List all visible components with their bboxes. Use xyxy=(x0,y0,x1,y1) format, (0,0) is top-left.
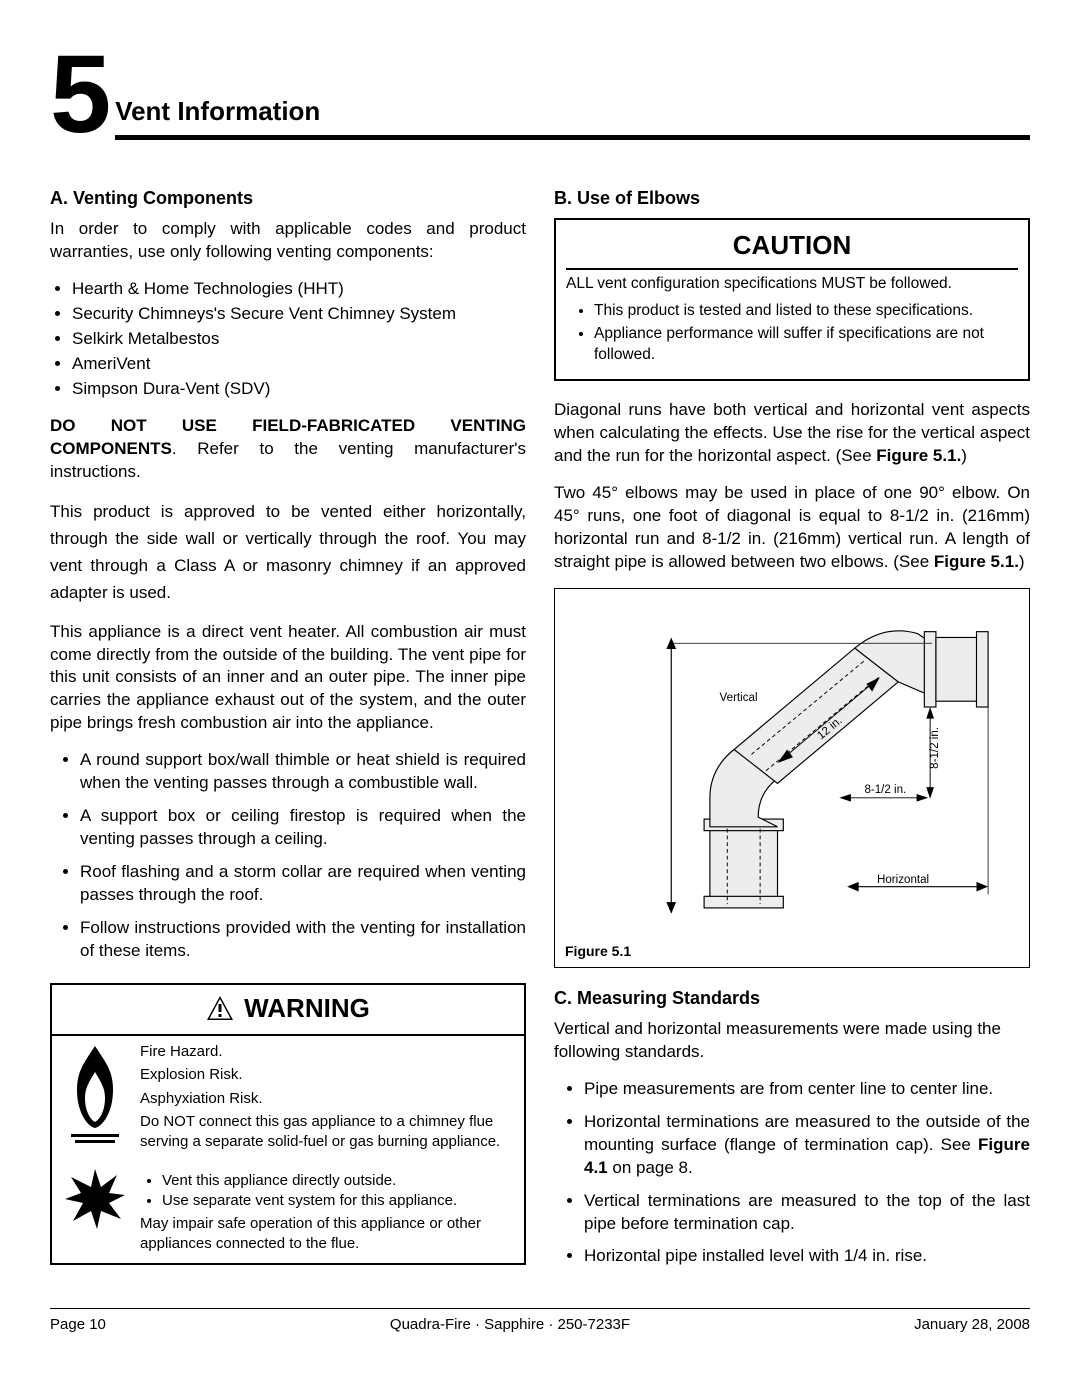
figure-caption: Figure 5.1 xyxy=(565,942,1019,961)
no-fab-paragraph: DO NOT USE FIELD-FABRICATED VENTING COMP… xyxy=(50,415,526,484)
list-item: A support box or ceiling firestop is req… xyxy=(80,805,526,851)
footer-left: Page 10 xyxy=(50,1315,106,1335)
warning-text-upper: Fire Hazard. Explosion Risk. Asphyxiatio… xyxy=(140,1042,514,1156)
caution-bullets: This product is tested and listed to the… xyxy=(566,301,1018,367)
section-c-intro: Vertical and horizontal measurements wer… xyxy=(554,1018,1030,1064)
chapter-number: 5 xyxy=(50,50,107,140)
label-horizontal: Horizontal xyxy=(877,874,929,886)
warning-bullets: Vent this appliance directly outside.Use… xyxy=(140,1171,514,1210)
section-a-p3: This appliance is a direct vent heater. … xyxy=(50,621,526,736)
label-812v: 8-1/2 in. xyxy=(929,727,941,769)
figure-ref: Figure 5.1. xyxy=(934,552,1019,571)
section-a-intro: In order to comply with applicable codes… xyxy=(50,218,526,264)
warning-p1: Do NOT connect this gas appliance to a c… xyxy=(140,1112,514,1151)
list-item: A round support box/wall thimble or heat… xyxy=(80,749,526,795)
label-vertical: Vertical xyxy=(720,692,758,704)
explosion-icon xyxy=(60,1167,130,1231)
section-c-heading: C. Measuring Standards xyxy=(554,986,1030,1010)
footer-center: Quadra-Fire · Sapphire · 250-7233F xyxy=(106,1315,914,1335)
caution-box: CAUTION ALL vent configuration specifica… xyxy=(554,218,1030,381)
text-span: ) xyxy=(1019,552,1025,571)
list-item: Roof flashing and a storm collar are req… xyxy=(80,861,526,907)
page-footer: Page 10 Quadra-Fire · Sapphire · 250-723… xyxy=(50,1308,1030,1335)
left-column: A. Venting Components In order to comply… xyxy=(50,168,526,1278)
text-span: ) xyxy=(961,446,967,465)
list-item: Pipe measurements are from center line t… xyxy=(584,1078,1030,1101)
caution-title: CAUTION xyxy=(566,228,1018,269)
list-item: Simpson Dura-Vent (SDV) xyxy=(72,378,526,401)
footer-right: January 28, 2008 xyxy=(914,1315,1030,1335)
list-item: Vent this appliance directly outside. xyxy=(162,1171,514,1191)
warning-text-lower: Vent this appliance directly outside.Use… xyxy=(140,1167,514,1257)
venting-components-list: Hearth & Home Technologies (HHT)Security… xyxy=(50,278,526,401)
list-item: Vertical terminations are measured to th… xyxy=(584,1190,1030,1236)
list-item: Horizontal pipe installed level with 1/4… xyxy=(584,1245,1030,1268)
list-item: Hearth & Home Technologies (HHT) xyxy=(72,278,526,301)
list-item: Appliance performance will suffer if spe… xyxy=(594,324,1018,366)
section-b-p2: Two 45° elbows may be used in place of o… xyxy=(554,482,1030,574)
chapter-title-wrap: Vent Information xyxy=(115,94,1030,140)
list-item: Follow instructions provided with the ve… xyxy=(80,917,526,963)
warning-line: Explosion Risk. xyxy=(140,1065,514,1085)
chapter-title: Vent Information xyxy=(115,94,1030,140)
section-c-bullets: Pipe measurements are from center line t… xyxy=(554,1078,1030,1269)
right-column: B. Use of Elbows CAUTION ALL vent config… xyxy=(554,168,1030,1278)
warning-title: WARNING xyxy=(52,985,524,1036)
list-item: Horizontal terminations are measured to … xyxy=(584,1111,1030,1180)
flame-icon xyxy=(60,1042,130,1152)
list-item: This product is tested and listed to the… xyxy=(594,301,1018,322)
chapter-header: 5 Vent Information xyxy=(50,50,1030,140)
list-item: Security Chimneys's Secure Vent Chimney … xyxy=(72,303,526,326)
warning-triangle-icon xyxy=(206,995,234,1021)
figure-ref: Figure 5.1. xyxy=(876,446,961,465)
section-a-bullets: A round support box/wall thimble or heat… xyxy=(50,749,526,963)
warning-title-text: WARNING xyxy=(244,991,370,1026)
caution-lead: ALL vent configuration specifications MU… xyxy=(566,274,1018,295)
section-a-heading: A. Venting Components xyxy=(50,186,526,210)
list-item: AmeriVent xyxy=(72,353,526,376)
section-a-p2: This product is approved to be vented ei… xyxy=(50,498,526,607)
section-b-p1: Diagonal runs have both vertical and hor… xyxy=(554,399,1030,468)
label-812h: 8-1/2 in. xyxy=(864,784,906,796)
section-b-heading: B. Use of Elbows xyxy=(554,186,1030,210)
warning-line: Fire Hazard. xyxy=(140,1042,514,1062)
list-item: Selkirk Metalbestos xyxy=(72,328,526,351)
warning-line: Asphyxiation Risk. xyxy=(140,1089,514,1109)
list-item: Use separate vent system for this applia… xyxy=(162,1191,514,1211)
figure-5-1: Vertical Horizontal 8-1/2 in. 8-1/2 in. xyxy=(554,588,1030,968)
warning-box: WARNING Fire Hazard. Explosion Risk. xyxy=(50,983,526,1266)
warning-p2: May impair safe operation of this applia… xyxy=(140,1214,514,1253)
figure-svg: Vertical Horizontal 8-1/2 in. 8-1/2 in. xyxy=(565,599,1019,929)
